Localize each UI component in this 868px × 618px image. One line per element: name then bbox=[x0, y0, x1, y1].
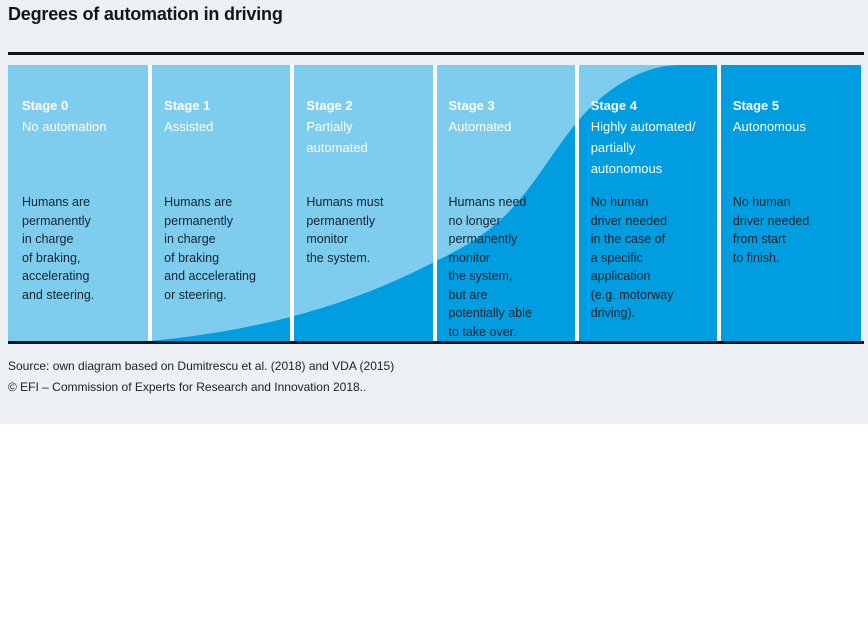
stage-column-2: Stage 2 Partially automated Humans must … bbox=[292, 65, 434, 341]
stage-description: No human driver needed in the case of a … bbox=[590, 195, 674, 320]
figure-card: Degrees of automation in driving Stage 0… bbox=[0, 0, 868, 424]
bottom-rule bbox=[8, 341, 864, 344]
stage-name: Autonomous bbox=[732, 119, 806, 134]
stage-description: Humans must permanently monitor the syst… bbox=[306, 195, 384, 265]
automation-growth-curve bbox=[150, 65, 861, 341]
stage-header: Stage 3 Automated bbox=[449, 95, 571, 193]
stage-label: Stage 2 bbox=[306, 98, 353, 113]
copyright-note: © EFI – Commission of Experts for Resear… bbox=[8, 380, 367, 394]
stage-description: Humans need no longer permanently monito… bbox=[448, 195, 532, 339]
stage-header: Stage 2 Partially automated bbox=[306, 95, 428, 193]
stage-columns: Stage 0 No automation Humans are permane… bbox=[8, 65, 861, 341]
stage-name: Assisted bbox=[164, 119, 214, 134]
stage-column-0: Stage 0 No automation Humans are permane… bbox=[8, 65, 150, 341]
stage-header: Stage 5 Autonomous bbox=[733, 95, 855, 193]
stage-description: Humans are permanently in charge of brak… bbox=[22, 195, 95, 302]
stage-column-4: Stage 4 Highly automated/ partially auto… bbox=[577, 65, 719, 341]
stage-name: Highly automated/ partially autonomous bbox=[590, 119, 696, 176]
title-rule bbox=[8, 52, 864, 55]
stage-header: Stage 0 No automation bbox=[22, 95, 144, 193]
stage-label: Stage 3 bbox=[448, 98, 495, 113]
source-block: Source: own diagram based on Dumitrescu … bbox=[8, 356, 868, 398]
stage-description: No human driver needed from start to fin… bbox=[732, 195, 810, 265]
stage-column-1: Stage 1 Assisted Humans are permanently … bbox=[150, 65, 292, 341]
column-divider bbox=[290, 65, 295, 341]
automation-stages-diagram: Stage 0 No automation Humans are permane… bbox=[8, 65, 861, 341]
stage-header: Stage 1 Assisted bbox=[164, 95, 286, 193]
figure-title: Degrees of automation in driving bbox=[8, 4, 283, 24]
stage-label: Stage 4 bbox=[590, 98, 637, 113]
stage-column-5: Stage 5 Autonomous No human driver neede… bbox=[719, 65, 861, 341]
stage-label: Stage 1 bbox=[164, 98, 211, 113]
column-divider bbox=[148, 65, 153, 341]
stage-header: Stage 4 Highly automated/ partially auto… bbox=[591, 95, 713, 193]
stage-name: No automation bbox=[22, 119, 107, 134]
stage-label: Stage 5 bbox=[732, 98, 780, 113]
stage-name: Automated bbox=[448, 119, 512, 134]
source-note: Source: own diagram based on Dumitrescu … bbox=[8, 359, 395, 373]
stage-name: Partially automated bbox=[306, 119, 368, 155]
column-divider bbox=[432, 65, 437, 341]
stage-description: Humans are permanently in charge of brak… bbox=[164, 195, 256, 302]
stage-column-3: Stage 3 Automated Humans need no longer … bbox=[435, 65, 577, 341]
stage-label: Stage 0 bbox=[22, 98, 69, 113]
column-divider bbox=[574, 65, 579, 341]
column-divider bbox=[716, 65, 721, 341]
